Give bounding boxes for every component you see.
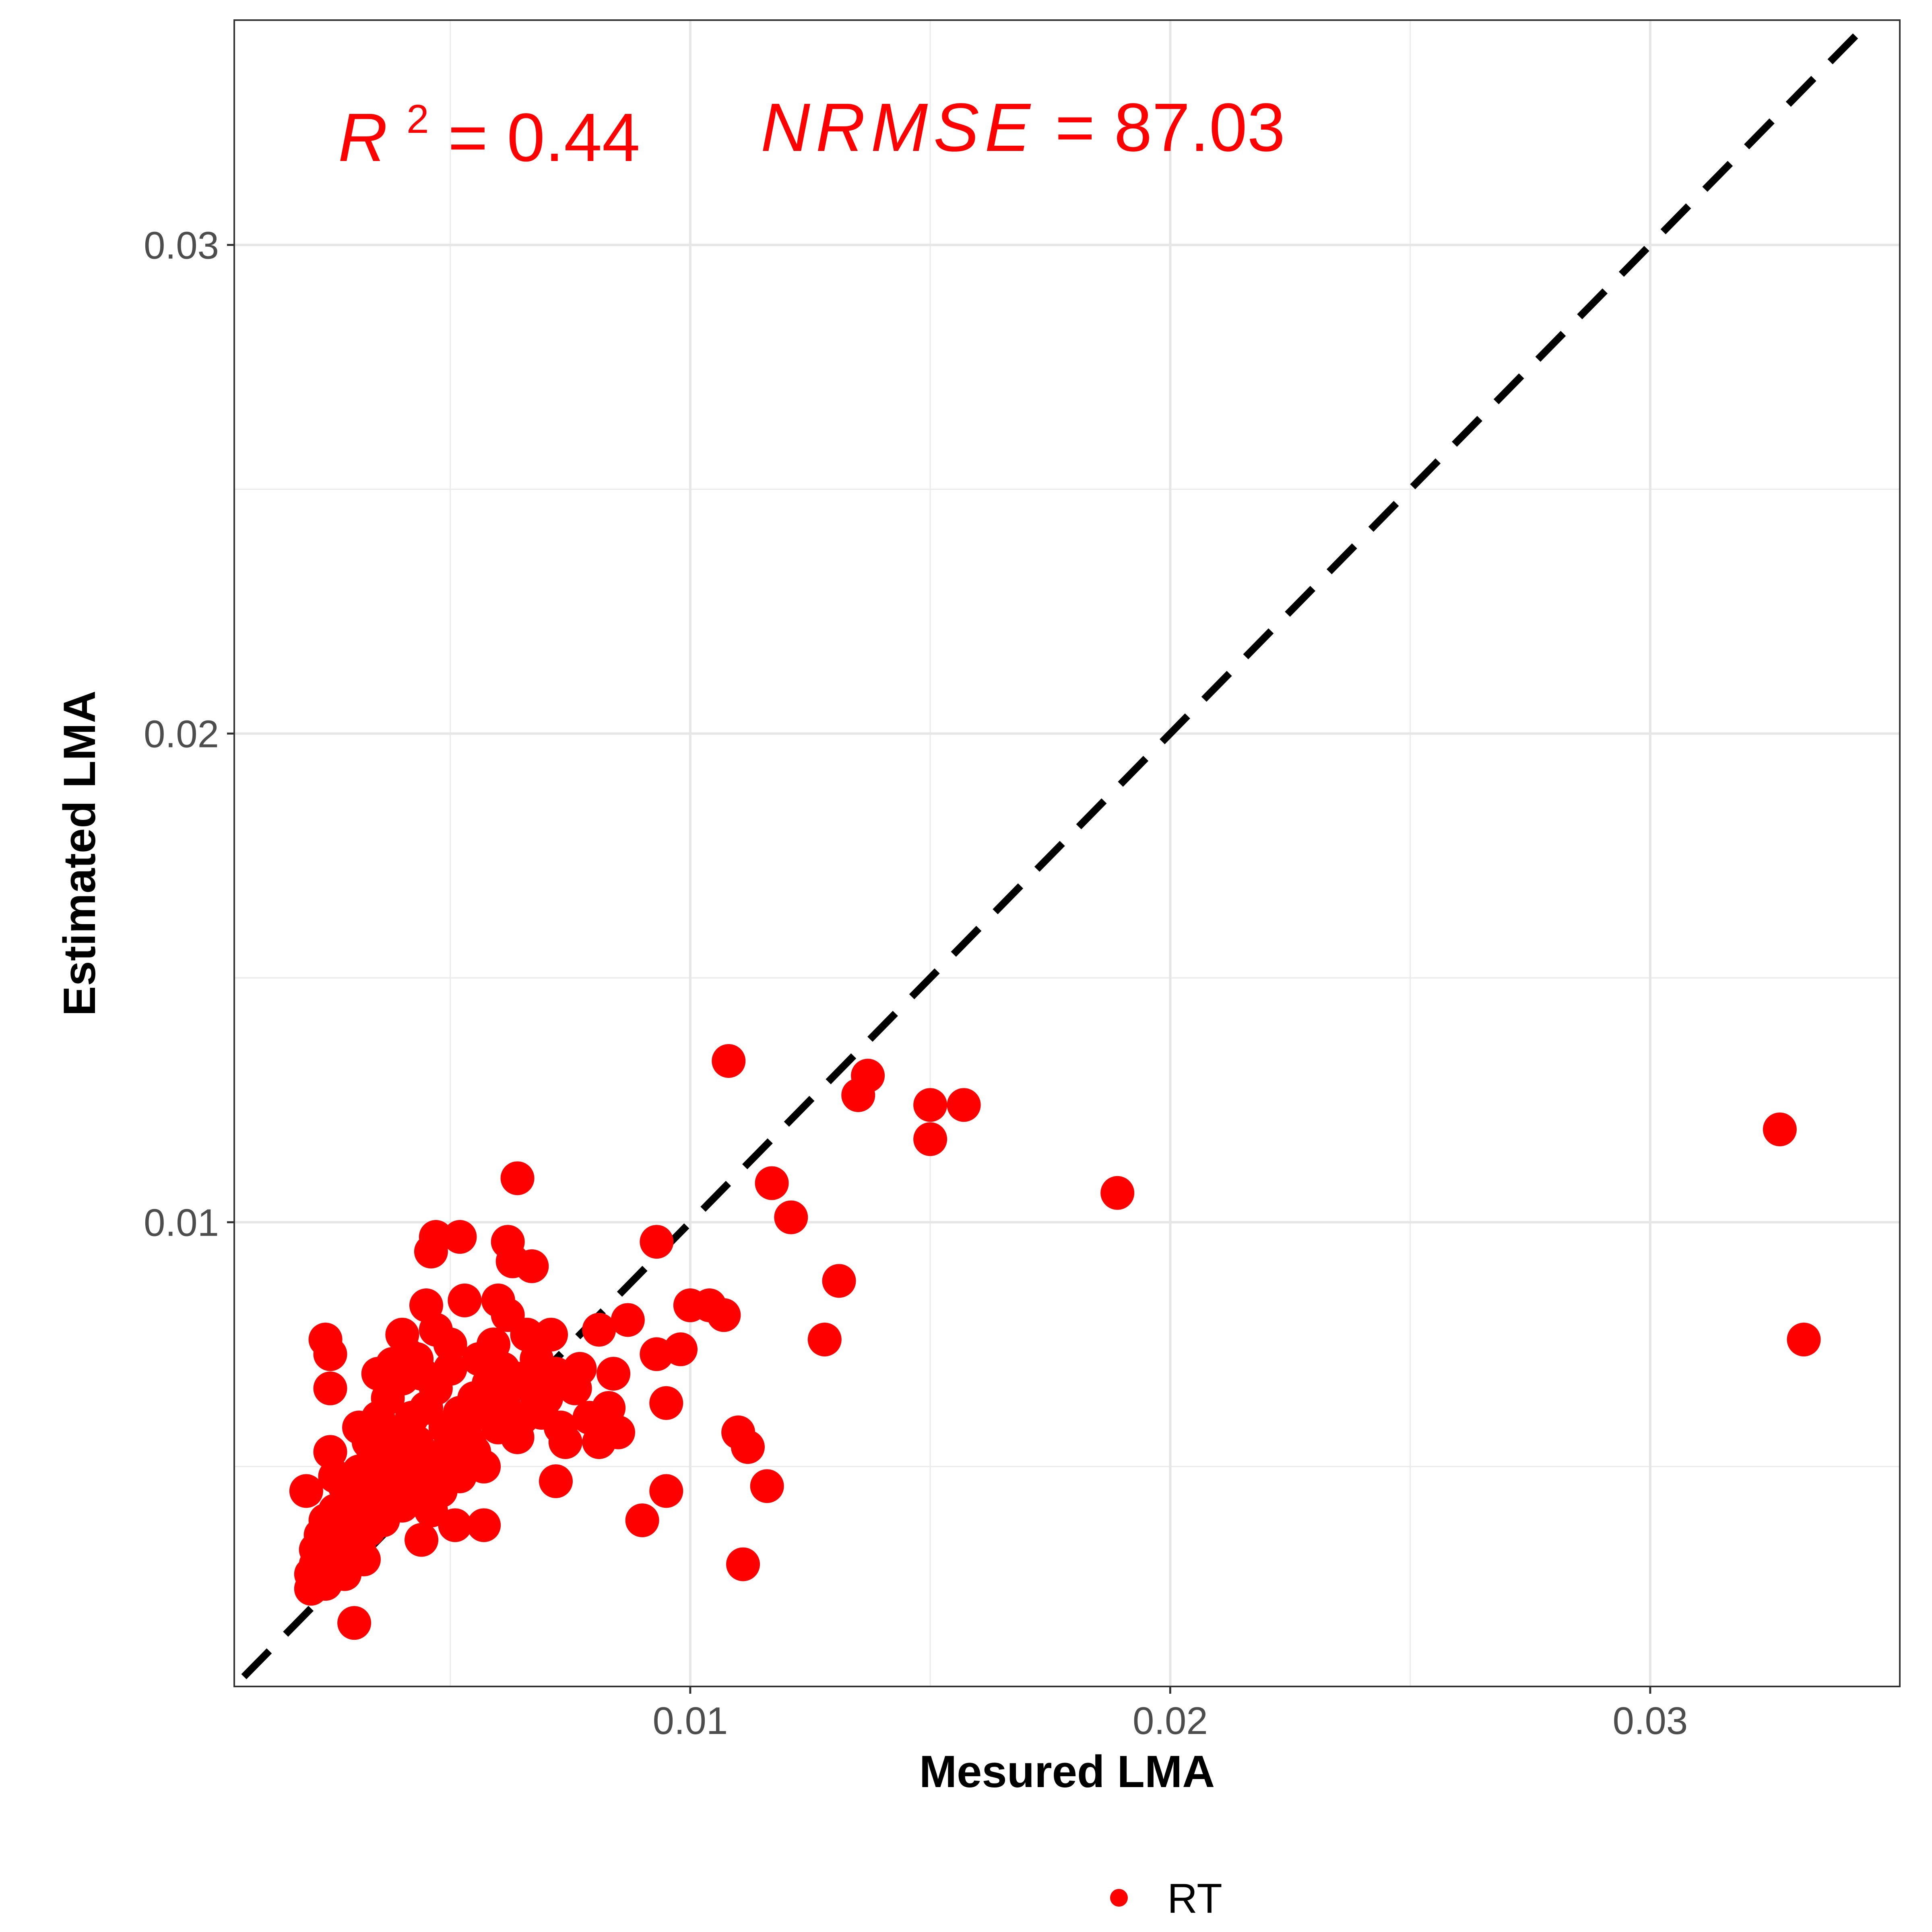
data-point: [539, 1356, 573, 1391]
data-point: [495, 1244, 530, 1278]
data-point: [664, 1332, 698, 1366]
data-point: [841, 1078, 875, 1112]
data-point: [289, 1474, 323, 1508]
data-points: [289, 1044, 1821, 1640]
y-axis-ticks: 0.01 0.02 0.03: [144, 224, 234, 1245]
data-point: [433, 1327, 467, 1362]
x-axis-title: Mesured LMA: [919, 1746, 1215, 1797]
data-point: [361, 1356, 395, 1391]
data-point: [534, 1317, 568, 1352]
data-point: [712, 1044, 746, 1078]
data-point: [1763, 1112, 1797, 1146]
data-point: [366, 1445, 400, 1479]
data-point: [913, 1088, 947, 1122]
data-point: [726, 1547, 760, 1581]
data-point: [774, 1200, 808, 1234]
x-tick-label: 0.03: [1612, 1699, 1688, 1742]
data-point: [476, 1327, 510, 1362]
data-point: [640, 1225, 674, 1259]
data-point: [313, 1337, 347, 1371]
data-point: [731, 1430, 765, 1464]
data-point: [395, 1445, 429, 1479]
y-tick-label: 0.01: [144, 1201, 219, 1245]
r-squared-equals: =: [448, 99, 507, 176]
legend-key-rt: [1110, 1889, 1128, 1907]
data-point: [500, 1161, 535, 1195]
data-point: [457, 1435, 491, 1469]
x-tick-label: 0.01: [652, 1699, 728, 1742]
legend: RT: [1110, 1875, 1222, 1922]
data-point: [543, 1410, 578, 1445]
data-point: [707, 1298, 741, 1332]
data-point: [414, 1493, 448, 1527]
data-point: [1100, 1176, 1135, 1210]
plot-border: [233, 19, 1901, 1687]
x-axis-ticks: 0.01 0.02 0.03: [652, 1686, 1688, 1742]
data-point: [673, 1288, 707, 1323]
data-point: [433, 1352, 467, 1386]
grid-lines: [234, 20, 1900, 1686]
r-squared-symbol: R: [338, 99, 388, 176]
y-tick-label: 0.03: [144, 224, 219, 267]
data-point: [611, 1303, 645, 1337]
nrmse-equals: =: [1055, 89, 1114, 166]
data-point: [405, 1356, 439, 1391]
r-squared-exponent: 2: [407, 97, 429, 142]
data-point: [414, 1234, 448, 1269]
data-point: [1787, 1323, 1821, 1357]
data-point: [807, 1323, 842, 1357]
r-squared-annotation: R 2 = 0.44: [338, 71, 640, 176]
data-point: [625, 1503, 659, 1538]
legend-label-rt: RT: [1167, 1875, 1222, 1922]
y-tick-label: 0.02: [144, 713, 219, 756]
data-point: [750, 1469, 784, 1503]
data-point: [448, 1283, 482, 1317]
data-point: [318, 1459, 352, 1493]
data-point: [313, 1371, 347, 1406]
r-squared-value: 0.44: [507, 99, 640, 176]
nrmse-symbol: NRMSE: [761, 89, 1036, 166]
data-point: [582, 1313, 616, 1347]
data-point: [337, 1533, 372, 1567]
data-point: [649, 1474, 683, 1508]
data-point: [755, 1166, 789, 1200]
data-point: [491, 1298, 525, 1332]
data-point: [947, 1088, 981, 1122]
data-point: [913, 1122, 947, 1156]
data-point: [539, 1464, 573, 1499]
nrmse-annotation: NRMSE = 87.03: [761, 89, 1285, 166]
data-point: [337, 1606, 372, 1640]
data-point: [443, 1220, 477, 1254]
data-point: [572, 1401, 607, 1435]
data-point: [467, 1508, 501, 1542]
nrmse-value: 87.03: [1114, 89, 1285, 166]
data-point: [323, 1499, 357, 1533]
y-axis-title: Estimated LMA: [54, 691, 105, 1016]
data-point: [405, 1523, 439, 1557]
data-point: [822, 1264, 856, 1298]
data-point: [649, 1386, 683, 1420]
x-tick-label: 0.02: [1133, 1699, 1208, 1742]
data-point: [597, 1356, 631, 1391]
data-point: [409, 1391, 444, 1425]
